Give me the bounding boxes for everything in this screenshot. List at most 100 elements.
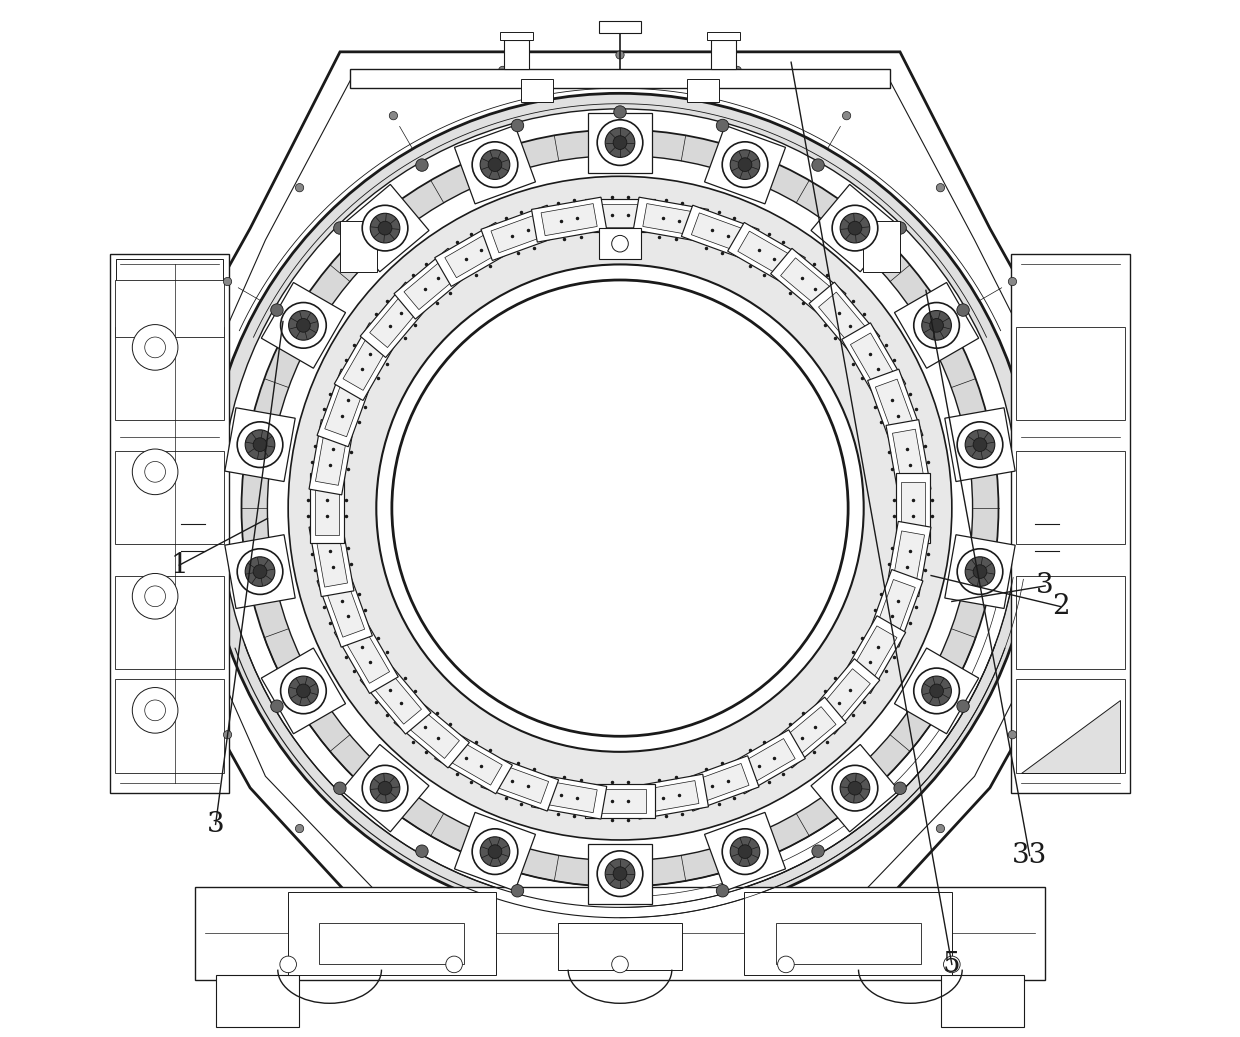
Circle shape <box>223 731 232 739</box>
Circle shape <box>730 149 760 179</box>
Circle shape <box>253 565 267 579</box>
Circle shape <box>777 956 794 973</box>
Polygon shape <box>818 292 870 347</box>
Circle shape <box>246 557 275 587</box>
Polygon shape <box>343 626 389 683</box>
Polygon shape <box>588 113 652 173</box>
Circle shape <box>957 304 970 316</box>
Polygon shape <box>532 197 606 242</box>
Circle shape <box>145 461 165 482</box>
Circle shape <box>832 765 878 811</box>
Polygon shape <box>594 789 646 813</box>
Circle shape <box>295 824 304 833</box>
Polygon shape <box>738 738 795 785</box>
Circle shape <box>812 845 825 858</box>
Polygon shape <box>634 775 708 819</box>
Polygon shape <box>893 531 925 587</box>
Polygon shape <box>262 648 346 734</box>
Polygon shape <box>781 706 836 758</box>
Circle shape <box>1008 278 1017 286</box>
Bar <box>503 40 528 69</box>
Circle shape <box>295 184 304 192</box>
Bar <box>115 451 224 544</box>
Circle shape <box>733 66 742 75</box>
Circle shape <box>268 156 972 861</box>
Polygon shape <box>404 706 459 758</box>
Polygon shape <box>335 616 398 694</box>
Polygon shape <box>343 333 389 390</box>
Bar <box>1016 576 1125 669</box>
Polygon shape <box>887 420 931 495</box>
Circle shape <box>145 586 165 607</box>
Circle shape <box>614 106 626 118</box>
Bar <box>687 79 718 102</box>
Bar <box>863 221 900 273</box>
Circle shape <box>841 774 869 803</box>
Circle shape <box>616 51 624 59</box>
Polygon shape <box>634 197 708 242</box>
Circle shape <box>957 422 1003 468</box>
Polygon shape <box>728 730 805 794</box>
Circle shape <box>611 956 629 973</box>
Polygon shape <box>325 580 365 637</box>
Bar <box>522 79 553 102</box>
Circle shape <box>738 845 751 859</box>
Circle shape <box>605 859 635 889</box>
Polygon shape <box>704 812 785 891</box>
Circle shape <box>973 565 987 579</box>
Circle shape <box>472 829 518 874</box>
Circle shape <box>1008 731 1017 739</box>
Circle shape <box>362 205 408 251</box>
Circle shape <box>480 837 510 867</box>
Polygon shape <box>851 626 897 683</box>
Circle shape <box>489 845 502 859</box>
Circle shape <box>145 700 165 721</box>
Circle shape <box>237 549 283 594</box>
Polygon shape <box>894 282 978 368</box>
Circle shape <box>334 222 346 234</box>
Circle shape <box>841 214 869 243</box>
Circle shape <box>296 684 310 698</box>
Polygon shape <box>341 185 429 272</box>
Polygon shape <box>887 522 931 596</box>
Circle shape <box>848 221 862 235</box>
Circle shape <box>730 837 760 867</box>
Polygon shape <box>360 282 432 358</box>
Circle shape <box>334 782 346 794</box>
Polygon shape <box>435 730 512 794</box>
Circle shape <box>965 557 994 587</box>
Polygon shape <box>851 333 897 390</box>
Polygon shape <box>811 745 899 832</box>
Bar <box>941 975 1024 1027</box>
Circle shape <box>812 159 825 171</box>
Polygon shape <box>445 738 502 785</box>
Polygon shape <box>875 380 915 437</box>
Circle shape <box>270 700 283 712</box>
Polygon shape <box>224 408 295 481</box>
Circle shape <box>472 142 518 188</box>
Polygon shape <box>224 535 295 609</box>
Polygon shape <box>315 531 347 587</box>
Circle shape <box>957 700 970 712</box>
Circle shape <box>145 337 165 358</box>
Circle shape <box>738 158 751 171</box>
Polygon shape <box>455 125 536 204</box>
Polygon shape <box>842 323 905 400</box>
Circle shape <box>921 310 951 340</box>
Text: 1: 1 <box>170 552 188 579</box>
Bar <box>319 923 465 964</box>
Polygon shape <box>682 205 759 260</box>
Polygon shape <box>682 756 759 811</box>
Circle shape <box>894 782 906 794</box>
Polygon shape <box>491 763 548 804</box>
Circle shape <box>133 573 177 619</box>
Circle shape <box>242 130 998 887</box>
Circle shape <box>894 222 906 234</box>
Text: 2: 2 <box>1052 593 1070 620</box>
Circle shape <box>598 850 642 896</box>
Circle shape <box>965 429 994 459</box>
Polygon shape <box>585 784 655 817</box>
Polygon shape <box>588 844 652 904</box>
Bar <box>115 576 224 669</box>
Polygon shape <box>585 199 655 232</box>
